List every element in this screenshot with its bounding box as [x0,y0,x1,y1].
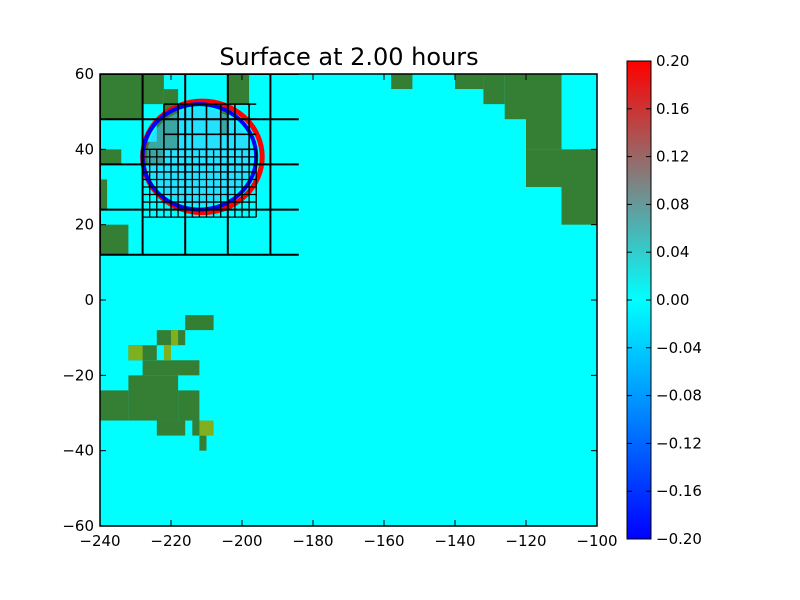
colorbar-tick-label: −0.04 [656,339,702,357]
land-cell [199,420,214,436]
colorbar-tick-label: 0.04 [656,243,689,261]
land-cell [504,74,526,120]
y-tick-label: 40 [75,140,94,158]
colorbar-tick-label: −0.08 [656,387,702,405]
colorbar-tick-label: 0.08 [656,195,689,213]
land-cell [156,420,186,436]
colorbar-tick-label: −0.20 [656,530,702,548]
heatmap-layer [100,74,597,526]
x-tick-label: −240 [79,532,120,550]
land-cell [128,375,179,421]
x-tick-label: −180 [292,532,333,550]
y-tick-label: −40 [62,442,94,460]
y-tick-label: 60 [75,65,94,83]
y-tick-label: 0 [84,291,94,309]
land-cell [227,74,250,105]
land-cell [100,224,129,255]
y-tick-label: 20 [75,216,94,234]
colorbar-tick-label: 0.16 [656,100,689,118]
y-tick-label: −60 [62,517,94,535]
colorbar-tick-label: −0.12 [656,434,702,452]
x-tick-label: −140 [434,532,475,550]
land-cell [178,390,200,421]
land-cell [100,74,143,120]
land-cell [100,390,129,421]
y-axis: −60 −40 −20 0 20 40 60 [62,65,597,535]
amr-grid [100,74,299,256]
land-cell [185,315,214,331]
land-cell [100,149,122,165]
land-cell [163,345,171,361]
x-tick-label: −220 [150,532,191,550]
chart-title: Surface at 2.00 hours [219,43,478,71]
colorbar-tick-label: 0.20 [656,52,689,70]
land-cell [483,74,505,105]
land-cell [526,74,562,150]
land-cell [582,149,597,187]
x-tick-label: −120 [505,532,546,550]
x-axis: −240 −220 −200 −180 −160 −140 −120 −100 [79,74,618,550]
land-cell [455,74,484,90]
x-tick-label: −160 [363,532,404,550]
land-cell [199,435,207,451]
colorbar-tick-label: −0.16 [656,482,702,500]
land-cell [142,74,164,105]
colorbar-tick-label: 0.00 [656,291,689,309]
land-cell [142,360,200,376]
land-cell [128,345,143,361]
land-cell [171,330,179,346]
x-tick-label: −200 [221,532,262,550]
land-cell [100,179,108,210]
plot-area [99,73,598,527]
colorbar-tick-label: 0.12 [656,148,689,166]
x-tick-label: −100 [576,532,617,550]
y-tick-label: −20 [62,366,94,384]
land-cell [391,74,413,90]
colorbar: 0.20 0.16 0.12 0.08 0.04 0.00 −0.04 −0.08 −0.12 −… [626,52,702,548]
